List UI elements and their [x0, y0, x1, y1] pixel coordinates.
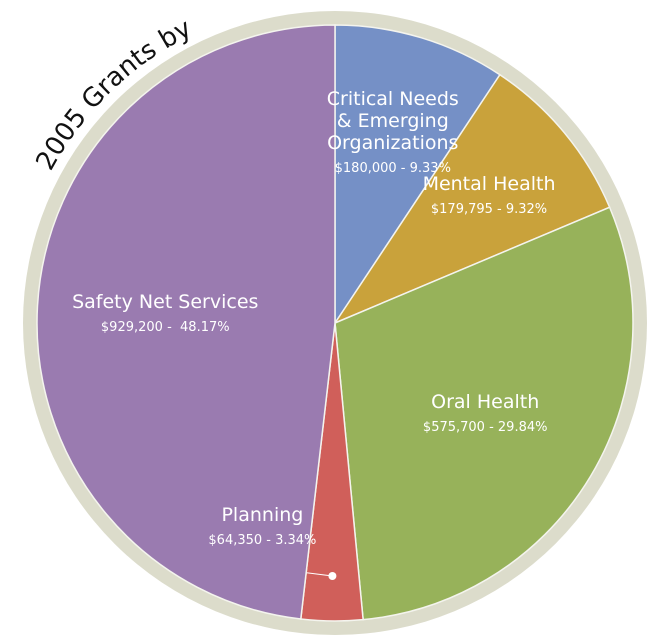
slice-label: Planning $64,350 - 3.34%: [208, 504, 316, 548]
leader-dot: [328, 571, 337, 580]
category-label: Planning: [221, 503, 304, 526]
value-label: $929,200 - 48.17%: [100, 320, 230, 336]
value-label: $575,700 - 29.84%: [422, 419, 548, 435]
slice-label: Safety Net Services $929,200 - 48.17%: [72, 291, 258, 335]
value-label: $179,795 - 9.32%: [430, 202, 548, 218]
category-label: Mental Health: [422, 173, 556, 196]
value-label: $64,350 - 3.34%: [208, 532, 317, 548]
category-label: Oral Health: [431, 390, 540, 413]
slice-label: Critical Needs & Emerging Organizations $…: [327, 88, 459, 176]
pie-slice: [334, 206, 634, 621]
value-label: $180,000 - 9.33%: [334, 160, 451, 176]
category-label: Critical Needs & Emerging Organizations: [326, 87, 459, 154]
slice-label: Mental Health $179,795 - 9.32%: [423, 173, 556, 217]
slice-label: Oral Health $575,700 - 29.84%: [423, 391, 548, 435]
pie-slice: [332, 73, 611, 325]
pie-slice: [334, 24, 501, 326]
category-label: Safety Net Services: [72, 291, 259, 314]
pie-slice: [36, 24, 336, 620]
